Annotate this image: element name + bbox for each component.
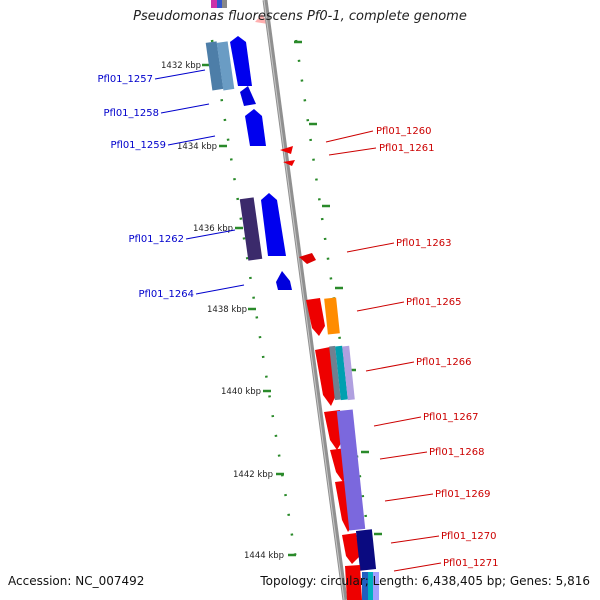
gene-label: Pfl01_1264 <box>138 289 194 300</box>
cds-1264 <box>276 271 292 290</box>
tick-label: 1444 kbp <box>244 551 284 561</box>
right-track-ticks <box>294 40 382 536</box>
gene-labels-right: Pfl01_1260 Pfl01_1261 Pfl01_1263 Pfl01_1… <box>376 126 499 569</box>
gene-label: Pfl01_1266 <box>416 357 472 368</box>
gene-label: Pfl01_1258 <box>103 108 159 119</box>
gene-label: Pfl01_1265 <box>406 297 462 308</box>
small-forward-features <box>280 146 316 264</box>
gene-label: Pfl01_1267 <box>423 412 479 423</box>
tick-label: 1432 kbp <box>161 61 201 71</box>
cds-1258 <box>240 86 256 106</box>
gene-label: Pfl01_1262 <box>128 234 184 245</box>
gene-label: Pfl01_1259 <box>110 140 166 151</box>
gene-label: Pfl01_1261 <box>379 143 435 154</box>
cds-1271 <box>345 565 362 600</box>
cds-1262-cog <box>239 197 263 261</box>
gene-label: Pfl01_1268 <box>429 447 485 458</box>
top-partial-features <box>211 0 268 24</box>
cds-1257 <box>230 36 252 86</box>
gene-labels-left: Pfl01_1257 Pfl01_1258 Pfl01_1259 Pfl01_1… <box>97 74 194 300</box>
tick-label: 1438 kbp <box>207 305 247 315</box>
leader-lines-right <box>325 130 442 572</box>
reverse-strand-features <box>205 36 292 290</box>
tick-label: 1434 kbp <box>177 142 217 152</box>
tick-label: 1436 kbp <box>193 224 233 234</box>
genome-summary-text: Topology: circular; Length: 6,438,405 bp… <box>260 574 590 588</box>
gene-label: Pfl01_1257 <box>97 74 153 85</box>
gene-label: Pfl01_1270 <box>441 531 497 542</box>
major-tick-marks <box>202 63 296 557</box>
accession-text: Accession: NC_007492 <box>8 574 145 588</box>
gene-label: Pfl01_1271 <box>443 558 499 569</box>
tick-labels: 1432 kbp 1434 kbp 1436 kbp 1438 kbp 1440… <box>161 61 284 561</box>
cds-1262 <box>261 193 286 256</box>
tick-label: 1442 kbp <box>233 470 273 480</box>
cds-1265 <box>306 298 325 336</box>
leader-lines-left <box>154 69 245 295</box>
gene-label: Pfl01_1263 <box>396 238 452 249</box>
forward-strand-features <box>306 297 379 600</box>
gene-label: Pfl01_1269 <box>435 489 491 500</box>
cds-1259 <box>245 109 266 146</box>
tick-label: 1440 kbp <box>221 387 261 397</box>
cds-1257-cog <box>205 41 224 91</box>
gene-label: Pfl01_1260 <box>376 126 432 137</box>
genome-backbone <box>262 0 348 600</box>
map-title: Pseudomonas fluorescens Pf0-1, complete … <box>133 9 467 24</box>
cds-1270 <box>342 533 360 564</box>
cds-1266 <box>315 347 336 406</box>
